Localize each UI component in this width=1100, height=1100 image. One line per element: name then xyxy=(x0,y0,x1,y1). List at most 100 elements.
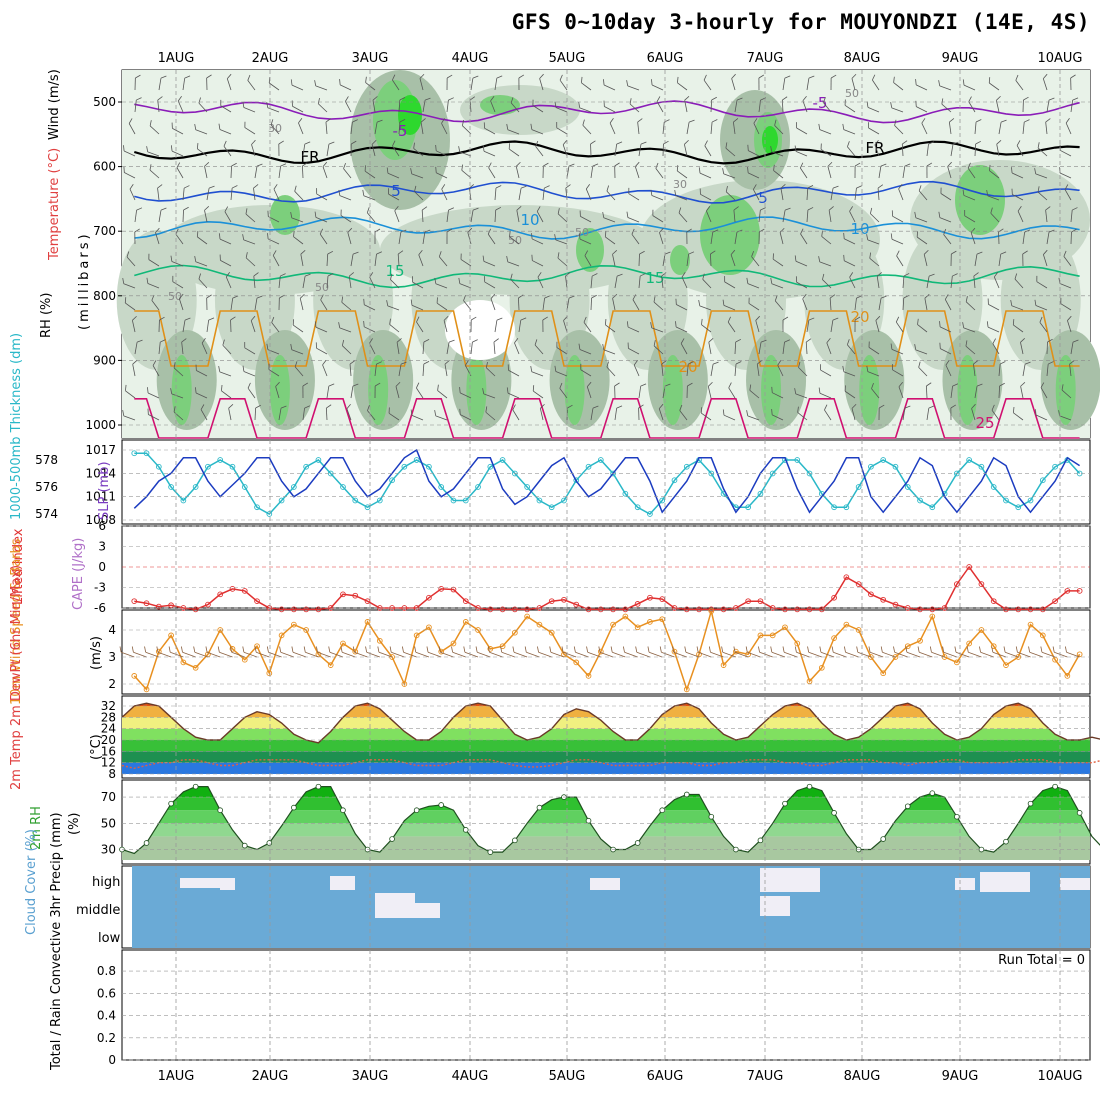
wind-barb-staff xyxy=(734,364,737,377)
wind-barb xyxy=(609,118,616,135)
wind-speed-point xyxy=(413,632,420,639)
thickness-point xyxy=(364,504,371,511)
wind-barb-10m xyxy=(561,646,577,658)
wind-barb-staff xyxy=(396,342,400,355)
wind-barb-staff xyxy=(943,651,958,658)
wind-speed-point xyxy=(733,648,739,655)
wind-barb-staff xyxy=(254,407,257,421)
wind-barb-staff xyxy=(256,651,270,658)
wind-barb-staff xyxy=(950,276,953,289)
wind-barb xyxy=(758,74,765,91)
wind-barb-flag xyxy=(639,250,645,255)
wind-barb-staff xyxy=(172,281,184,289)
wind-barb-staff xyxy=(675,195,688,201)
wind-barb xyxy=(493,338,499,355)
wind-barb-staff xyxy=(882,651,896,658)
wind-barb-10m xyxy=(598,646,614,658)
wind-barb-flag xyxy=(626,211,629,218)
wind-barb-flag xyxy=(320,294,324,301)
wind-barb-flag xyxy=(421,206,428,211)
wind-barb xyxy=(369,338,376,355)
wind-barb-staff xyxy=(603,217,616,223)
wind-barb xyxy=(414,185,424,201)
wind-barb xyxy=(998,361,1006,377)
wind-barb-flag xyxy=(651,79,653,86)
wind-barb xyxy=(1015,74,1024,91)
lifted-index-point xyxy=(1003,606,1009,613)
thickness-axis-label: 1000-500mb Thickness (dm) xyxy=(9,333,24,520)
wind-barb-flag xyxy=(392,74,396,81)
wind-barb-flag xyxy=(467,227,473,233)
wind-barb-flag xyxy=(962,189,965,196)
wind-barb xyxy=(661,360,667,377)
wind-barb xyxy=(299,293,305,311)
wind-barb-staff xyxy=(509,236,520,245)
wind-barb-flag xyxy=(129,184,134,190)
wind-barb-staff xyxy=(868,127,880,135)
wind-barb xyxy=(367,405,376,421)
wind-barb xyxy=(710,119,718,135)
wind-barb xyxy=(820,143,832,157)
wind-barb xyxy=(518,294,524,311)
wind-barb-flag xyxy=(195,387,197,394)
wind-barb-10m xyxy=(230,646,245,658)
wind-barb xyxy=(395,381,401,399)
wind-barb-flag xyxy=(612,294,618,299)
wind-barb-staff xyxy=(651,195,664,201)
wind-barb xyxy=(326,383,335,399)
wind-barb xyxy=(843,254,856,267)
wind-speed-point xyxy=(954,659,960,666)
wind-barb-flag xyxy=(293,230,295,237)
wind-barb xyxy=(537,272,544,289)
cloud-gap xyxy=(220,878,235,890)
wind-barb-staff xyxy=(253,188,256,201)
wind-barb-staff xyxy=(444,364,448,377)
wind-barb-staff xyxy=(460,259,472,267)
wind-barb-flag xyxy=(805,338,812,343)
wind-barb xyxy=(1070,207,1078,223)
wind-barb xyxy=(590,140,596,157)
wind-barb-staff xyxy=(508,148,520,157)
wind-barb-staff xyxy=(587,651,601,658)
wind-barb-flag xyxy=(603,79,605,86)
wind-barb-flag xyxy=(160,207,167,211)
wind-barb-flag xyxy=(774,119,777,126)
wind-barb-staff xyxy=(612,651,626,658)
lifted-index-point xyxy=(1027,606,1034,613)
wind-barb-flag xyxy=(996,95,1001,101)
thickness-point xyxy=(266,511,273,517)
wind-barb-flag xyxy=(923,249,929,255)
wind-barb-flag xyxy=(374,228,381,233)
wind-barb-staff xyxy=(1016,145,1024,157)
wind-speed-point xyxy=(794,640,801,647)
wind-barb-staff xyxy=(580,216,592,223)
wind-barb xyxy=(1034,168,1048,179)
wind-barb-flag xyxy=(1037,186,1040,193)
wind-speed-point xyxy=(487,646,494,652)
wind-barb-flag xyxy=(856,646,859,653)
wind-barb-staff xyxy=(857,651,872,658)
lifted-index-axis-label: Lifted Index xyxy=(11,528,26,605)
wind-speed-point xyxy=(990,643,997,650)
wind-barb xyxy=(890,233,904,245)
wind-barb-staff xyxy=(844,104,856,113)
wind-barb xyxy=(962,79,976,91)
wind-barb-flag xyxy=(180,646,183,653)
wind-barb-flag xyxy=(771,408,773,415)
wind-barb-flag xyxy=(878,404,885,409)
wind-barb-staff xyxy=(501,651,516,658)
wind-barb xyxy=(325,118,331,135)
wind-barb-staff xyxy=(152,365,160,377)
wind-barb-flag xyxy=(272,250,277,256)
wind-barb-staff xyxy=(829,298,832,311)
wind-barb-flag xyxy=(177,96,182,102)
wind-barb-flag xyxy=(424,97,431,101)
wind-barb xyxy=(604,319,616,333)
wind-barb-staff xyxy=(392,79,400,91)
wind-barb-flag xyxy=(352,383,359,387)
wind-barb-staff xyxy=(459,151,472,157)
wind-barb-flag xyxy=(465,360,469,366)
wind-barb-flag xyxy=(871,383,874,389)
wind-barb xyxy=(302,273,311,289)
wind-barb xyxy=(772,253,784,267)
